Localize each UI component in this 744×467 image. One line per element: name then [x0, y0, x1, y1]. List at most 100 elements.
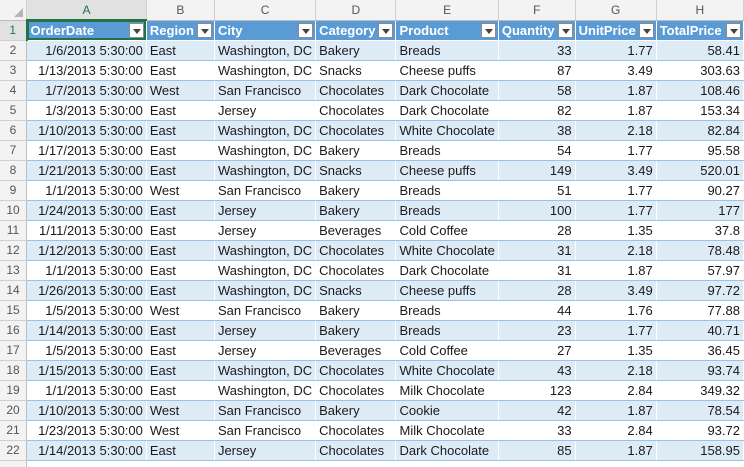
cell-category[interactable]: Chocolates [315, 380, 397, 401]
cell-quantity[interactable]: 123 [498, 380, 576, 401]
cell-category[interactable]: Bakery [315, 300, 397, 321]
cell-region[interactable]: East [146, 440, 215, 461]
cell-product[interactable]: Breads [395, 180, 499, 201]
cell-quantity[interactable]: 28 [498, 220, 576, 241]
cell-region[interactable]: East [146, 380, 215, 401]
cell-city[interactable]: Washington, DC [214, 160, 317, 181]
cell-region[interactable]: West [146, 80, 215, 101]
cell-product[interactable]: Dark Chocolate [395, 100, 499, 121]
cell-city[interactable]: Jersey [214, 320, 317, 341]
cell-region[interactable]: West [146, 180, 215, 201]
cell-city[interactable]: San Francisco [214, 180, 317, 201]
cell-quantity[interactable]: 51 [498, 180, 576, 201]
cell-product[interactable]: Milk Chocolate [395, 420, 499, 441]
cell-unitprice[interactable]: 2.18 [575, 120, 657, 141]
cell-totalprice[interactable]: 58.41 [656, 40, 744, 61]
cell-category[interactable]: Bakery [315, 40, 397, 61]
cell-category[interactable]: Bakery [315, 200, 397, 221]
cell-totalprice[interactable]: 78.48 [656, 240, 744, 261]
cell-totalprice[interactable]: 158.95 [656, 440, 744, 461]
column-header-c[interactable]: C [214, 0, 317, 21]
row-number[interactable]: 7 [0, 140, 28, 161]
cell-product[interactable]: White Chocolate [395, 240, 499, 261]
cell-category[interactable]: Chocolates [315, 420, 397, 441]
cell-orderdate[interactable]: 1/14/2013 5:30:00 [26, 440, 147, 461]
cell-category[interactable]: Bakery [315, 180, 397, 201]
cell-unitprice[interactable]: 1.76 [575, 300, 657, 321]
row-number[interactable]: 10 [0, 200, 28, 221]
cell-quantity[interactable]: 149 [498, 160, 576, 181]
cell-totalprice[interactable]: 36.45 [656, 340, 744, 361]
filter-dropdown-icon[interactable] [638, 22, 654, 38]
cell-city[interactable]: Jersey [214, 200, 317, 221]
cell-quantity[interactable]: 23 [498, 320, 576, 341]
cell-orderdate[interactable]: 1/1/2013 5:30:00 [26, 380, 147, 401]
cell-orderdate[interactable]: 1/5/2013 5:30:00 [26, 340, 147, 361]
row-number[interactable]: 12 [0, 240, 28, 261]
cell-category[interactable]: Chocolates [315, 260, 397, 281]
cell-orderdate[interactable]: 1/21/2013 5:30:00 [26, 160, 147, 181]
row-number[interactable]: 8 [0, 160, 28, 181]
cell-quantity[interactable]: 33 [498, 40, 576, 61]
cell-quantity[interactable]: 82 [498, 100, 576, 121]
row-number[interactable]: 6 [0, 120, 28, 141]
cell-category[interactable]: Snacks [315, 280, 397, 301]
cell[interactable] [498, 460, 576, 467]
cell-totalprice[interactable]: 78.54 [656, 400, 744, 421]
cell-quantity[interactable]: 31 [498, 240, 576, 261]
header-cell-product[interactable]: Product [395, 20, 499, 41]
header-cell-quantity[interactable]: Quantity [498, 20, 576, 41]
cell-orderdate[interactable]: 1/6/2013 5:30:00 [26, 40, 147, 61]
cell-totalprice[interactable]: 177 [656, 200, 744, 221]
cell-city[interactable]: San Francisco [214, 80, 317, 101]
cell-unitprice[interactable]: 1.35 [575, 220, 657, 241]
cell-region[interactable]: West [146, 300, 215, 321]
cell-region[interactable]: East [146, 220, 215, 241]
cell-city[interactable]: San Francisco [214, 400, 317, 421]
row-number[interactable]: 14 [0, 280, 28, 301]
cell-totalprice[interactable]: 303.63 [656, 60, 744, 81]
column-header-b[interactable]: B [146, 0, 215, 21]
cell-product[interactable]: Breads [395, 140, 499, 161]
cell-product[interactable]: Cheese puffs [395, 160, 499, 181]
cell-unitprice[interactable]: 2.84 [575, 380, 657, 401]
cell-city[interactable]: Washington, DC [214, 260, 317, 281]
cell-category[interactable]: Beverages [315, 340, 397, 361]
cell-product[interactable]: Cheese puffs [395, 60, 499, 81]
cell-city[interactable]: Washington, DC [214, 360, 317, 381]
cell-orderdate[interactable]: 1/11/2013 5:30:00 [26, 220, 147, 241]
cell-category[interactable]: Chocolates [315, 80, 397, 101]
header-cell-region[interactable]: Region [146, 20, 215, 41]
cell-region[interactable]: East [146, 160, 215, 181]
cell-orderdate[interactable]: 1/1/2013 5:30:00 [26, 260, 147, 281]
cell-orderdate[interactable]: 1/23/2013 5:30:00 [26, 420, 147, 441]
cell-category[interactable]: Bakery [315, 400, 397, 421]
cell-orderdate[interactable]: 1/10/2013 5:30:00 [26, 120, 147, 141]
row-number[interactable]: 13 [0, 260, 28, 281]
cell-totalprice[interactable]: 90.27 [656, 180, 744, 201]
filter-dropdown-icon[interactable] [557, 22, 573, 38]
cell-unitprice[interactable]: 1.77 [575, 140, 657, 161]
row-number[interactable]: 9 [0, 180, 28, 201]
cell-city[interactable]: Washington, DC [214, 280, 317, 301]
cell-totalprice[interactable]: 349.32 [656, 380, 744, 401]
cell-product[interactable]: Dark Chocolate [395, 260, 499, 281]
cell-orderdate[interactable]: 1/10/2013 5:30:00 [26, 400, 147, 421]
cell-quantity[interactable]: 44 [498, 300, 576, 321]
cell-city[interactable]: Washington, DC [214, 40, 317, 61]
cell-city[interactable]: Jersey [214, 340, 317, 361]
filter-dropdown-icon[interactable] [480, 22, 496, 38]
cell-totalprice[interactable]: 108.46 [656, 80, 744, 101]
row-number[interactable]: 1 [0, 20, 28, 41]
cell-quantity[interactable]: 58 [498, 80, 576, 101]
select-all-corner[interactable] [0, 0, 28, 21]
cell-unitprice[interactable]: 1.77 [575, 180, 657, 201]
column-header-h[interactable]: H [656, 0, 744, 21]
filter-dropdown-icon[interactable] [298, 22, 314, 38]
cell[interactable] [656, 460, 744, 467]
cell-orderdate[interactable]: 1/1/2013 5:30:00 [26, 180, 147, 201]
header-cell-orderdate[interactable]: OrderDate [26, 20, 147, 41]
cell-quantity[interactable]: 31 [498, 260, 576, 281]
cell-product[interactable]: Cold Coffee [395, 340, 499, 361]
row-number[interactable]: 2 [0, 40, 28, 61]
